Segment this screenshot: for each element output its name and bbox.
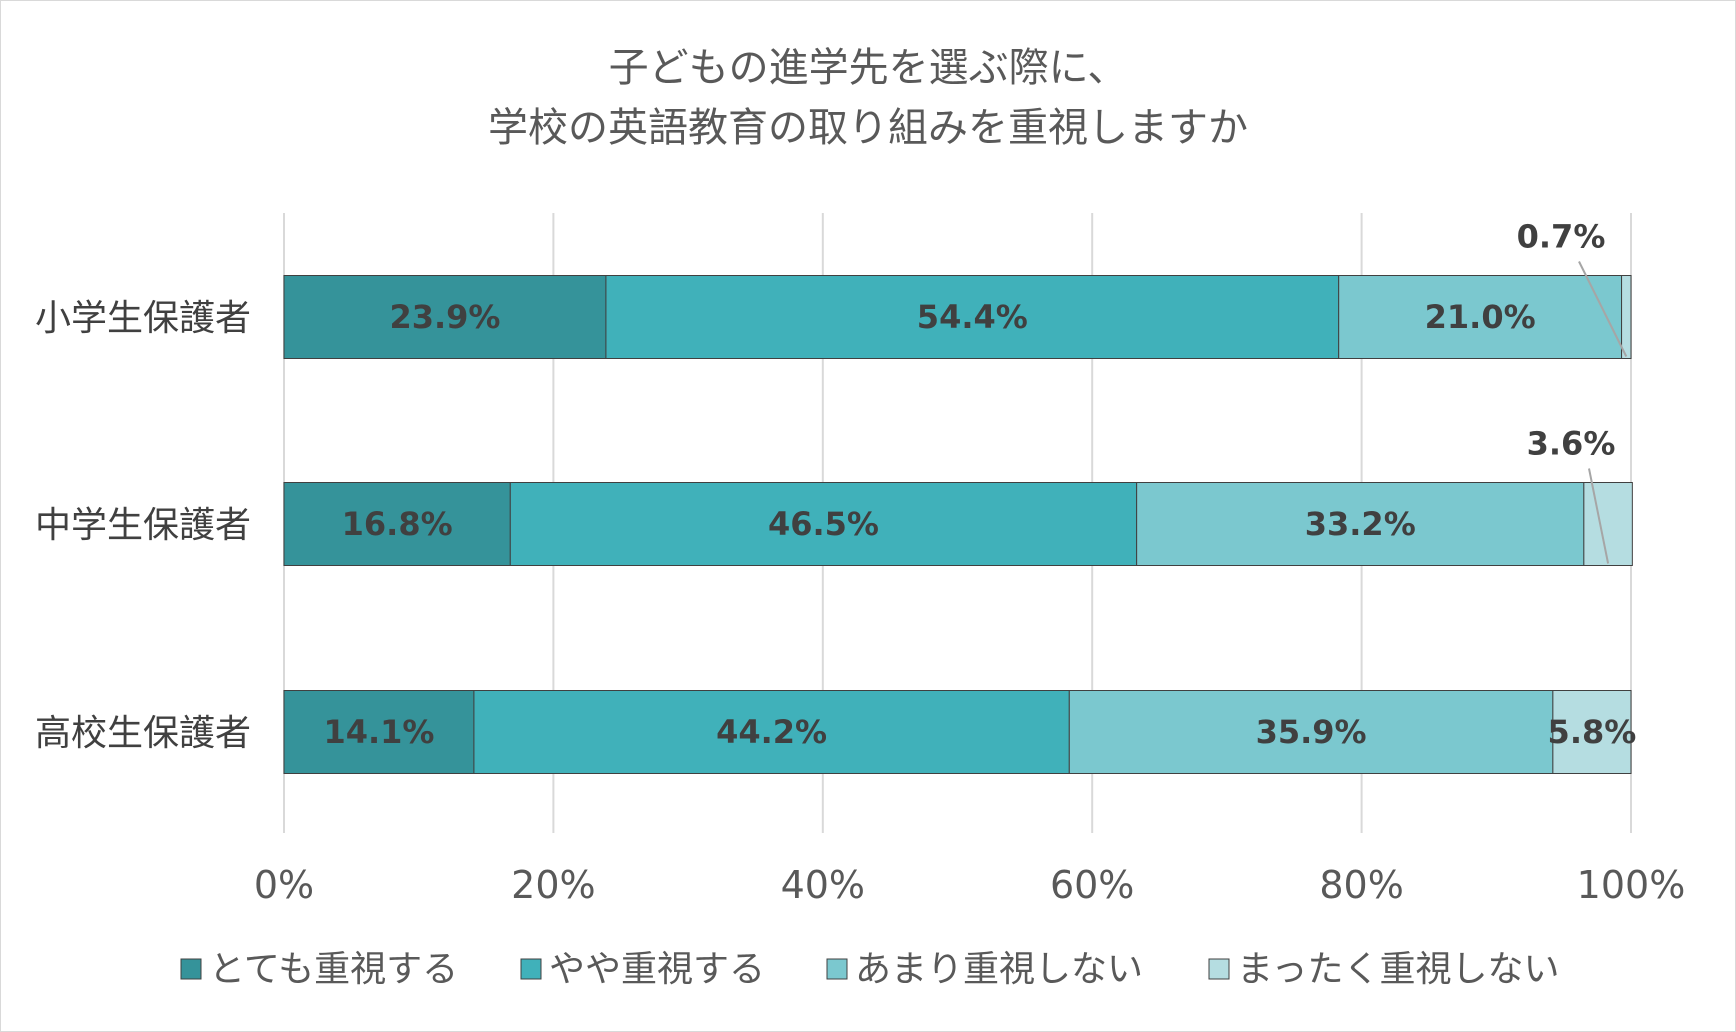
legend-label: とても重視する	[209, 949, 458, 990]
leader-line	[1578, 261, 1628, 357]
data-label: 21.0%	[1425, 298, 1536, 336]
data-label: 0.7%	[1517, 218, 1606, 256]
bar-segment	[1552, 690, 1632, 774]
category-label: 高校生保護者	[35, 713, 251, 754]
legend: とても重視する やや重視する あまり重視しない まったく重視しない	[180, 949, 1560, 990]
bar-segment	[1068, 690, 1554, 774]
legend-swatch	[180, 958, 202, 980]
chart-title-line-2: 学校の英語教育の取り組みを重視しますか	[488, 105, 1248, 151]
leader-line	[1588, 468, 1610, 564]
x-tick-label: 20%	[511, 863, 595, 907]
data-label: 16.8%	[342, 505, 453, 543]
bar-segment	[283, 275, 607, 359]
data-label: 14.1%	[323, 713, 434, 751]
data-label: 46.5%	[768, 505, 879, 543]
category-label: 小学生保護者	[35, 298, 251, 339]
bar-segment	[509, 482, 1138, 566]
bar-segment	[283, 690, 475, 774]
bar-segment	[1583, 482, 1633, 566]
data-label: 3.6%	[1527, 425, 1616, 463]
legend-label: まったく重視しない	[1237, 949, 1560, 990]
bars: 23.9% 54.4% 21.0% 0.7% 16.8% 46.5% 33.2% 3.6% 14…	[283, 218, 1637, 774]
legend-label: やや重視する	[549, 949, 765, 990]
bar-segment	[283, 482, 511, 566]
data-label: 5.8%	[1548, 713, 1637, 751]
x-tick-label: 80%	[1319, 863, 1403, 907]
legend-swatch	[1208, 958, 1230, 980]
data-label: 54.4%	[917, 298, 1028, 336]
legend-swatch	[520, 958, 542, 980]
legend-label: あまり重視しない	[855, 949, 1143, 990]
data-label: 44.2%	[716, 713, 827, 751]
bar-segment	[1338, 275, 1623, 359]
data-label: 23.9%	[389, 298, 500, 336]
bar-segment	[473, 690, 1070, 774]
data-label: 33.2%	[1305, 505, 1416, 543]
category-label: 中学生保護者	[35, 505, 251, 546]
bar-segment	[1621, 275, 1632, 359]
x-tick-label: 60%	[1050, 863, 1134, 907]
legend-swatch	[826, 958, 848, 980]
x-tick-label: 100%	[1577, 863, 1686, 907]
data-label: 35.9%	[1256, 713, 1367, 751]
bar-segment	[1136, 482, 1585, 566]
x-axis-tick-labels: 0% 20% 40% 60% 80% 100%	[254, 863, 1685, 907]
chart-title-line-1: 子どもの進学先を選ぶ際に、	[609, 45, 1128, 91]
x-tick-label: 40%	[781, 863, 865, 907]
x-tick-label: 0%	[254, 863, 314, 907]
